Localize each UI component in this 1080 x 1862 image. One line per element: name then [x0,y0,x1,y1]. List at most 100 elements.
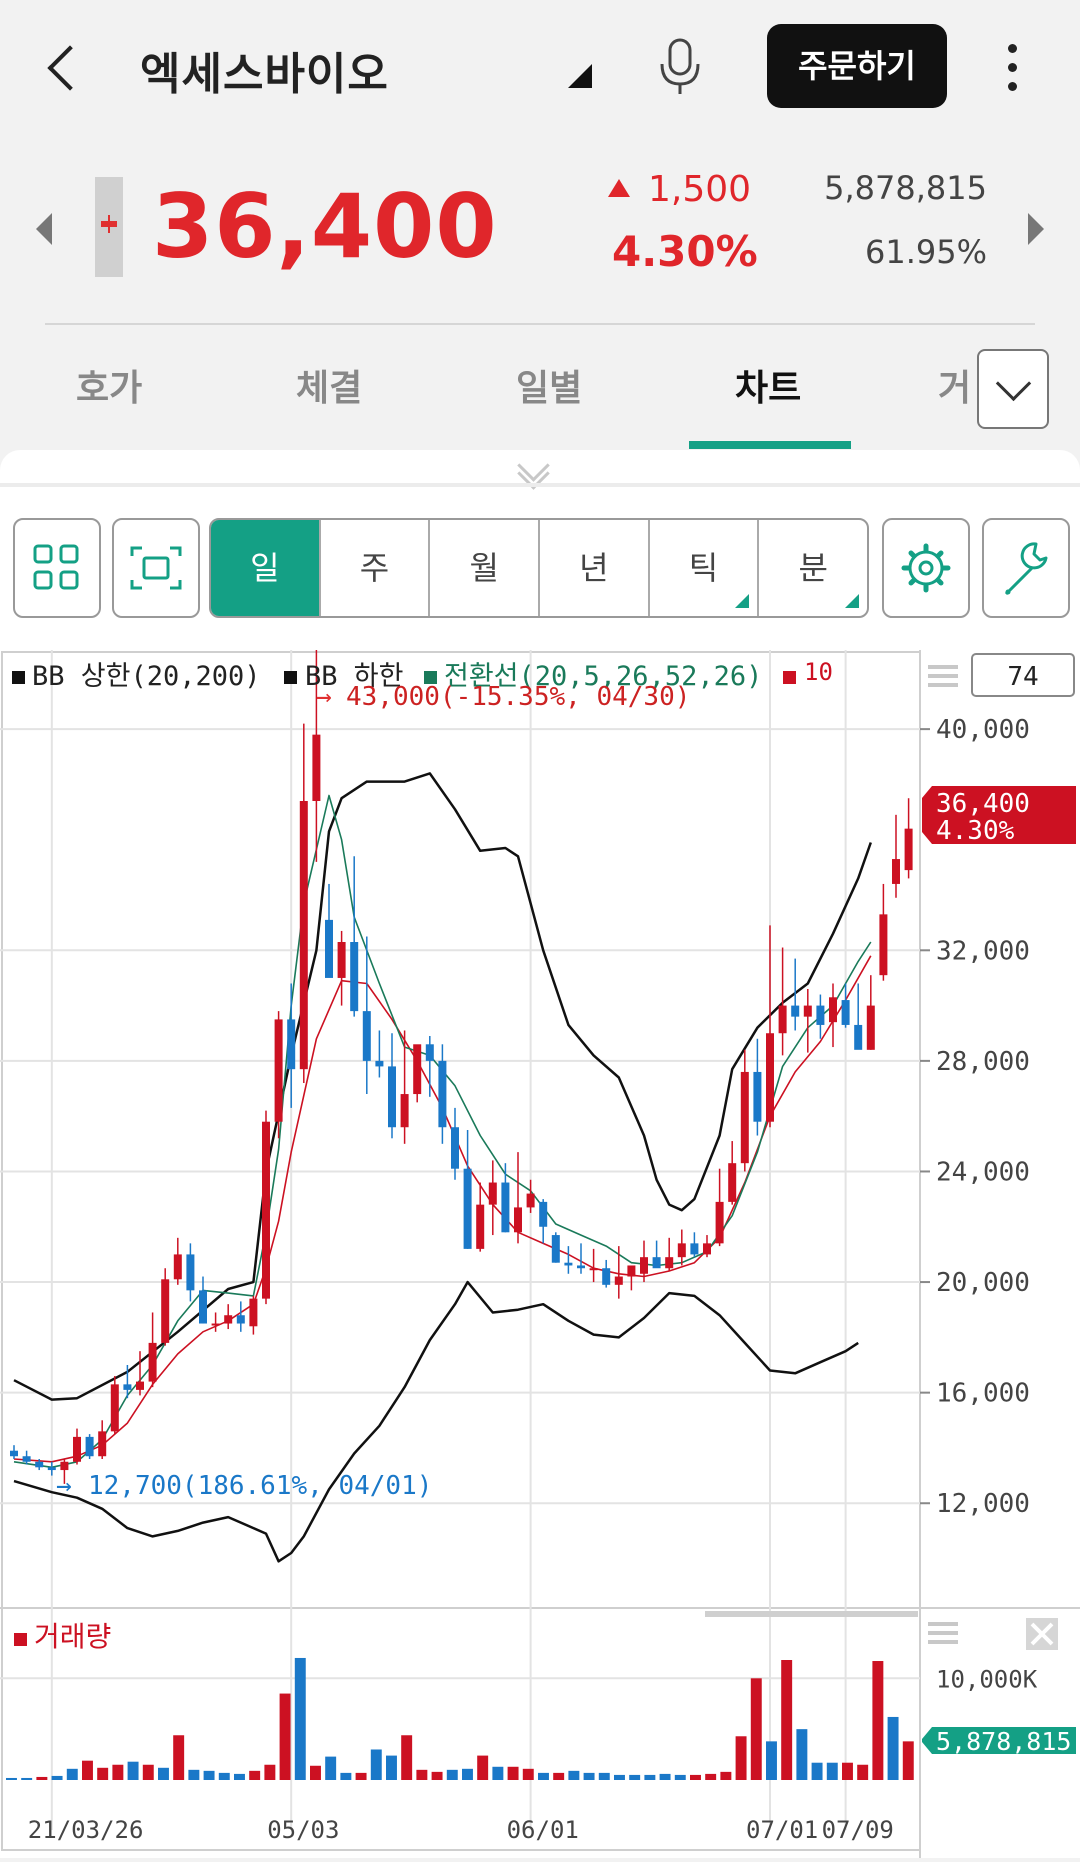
candle-body [551,1235,560,1263]
volume-bar [750,1678,762,1780]
candle-body [287,1019,296,1070]
y-tick-label: 28,000 [936,1047,1030,1077]
divider [0,483,1080,487]
current-volume-marker [922,1727,1076,1754]
volume-menu-icon[interactable] [928,1622,958,1644]
period-selector: 일 주 월 년 틱 분 [209,518,869,618]
period-week[interactable]: 주 [321,520,431,616]
legend-bb-upper: BB 상한(20,200) [32,661,261,692]
volume-bar [766,1741,777,1780]
tab-more-partial[interactable]: 거 [938,368,972,409]
period-day[interactable]: 일 [211,520,321,616]
volume-bar [36,1776,48,1780]
volume-bar [902,1741,914,1780]
candle-body [665,1257,674,1269]
more-menu-icon[interactable] [1005,44,1019,94]
candle-body [803,1005,812,1017]
volume-bar [249,1770,261,1780]
tab-chart[interactable]: 차트 [735,368,802,409]
stock-dropdown-icon[interactable] [568,64,592,88]
period-year[interactable]: 년 [540,520,650,616]
volume-bar [872,1661,884,1780]
quote-summary: 36,400 1,500 4.30% 5,878,815 61.95% [0,135,1080,335]
next-stock-arrow-icon[interactable] [1028,213,1044,245]
volume-bar [234,1773,245,1780]
candle-body [463,1168,472,1249]
panel-drag-handle-icon[interactable] [510,460,554,484]
x-tick-label: 21/03/26 [28,1816,144,1844]
candle-body [123,1384,132,1390]
candle-body [262,1121,270,1299]
microphone-icon[interactable] [655,36,705,98]
volume-bar [735,1736,747,1780]
candlestick-chart[interactable]: 10,000K 21/03/26 05/03 06/01 07/01 07/09 40,… [0,646,1080,1858]
candle-body [451,1127,459,1169]
candle-body [526,1193,535,1208]
chart-menu-icon[interactable] [928,665,958,687]
volume-bar [112,1764,124,1780]
current-change-axis-label: 4.30% [936,816,1015,846]
price-change-percent: 4.30% [612,227,758,276]
mini-candle-icon [95,177,123,277]
candle-body [350,942,359,1012]
bollinger-upper-line [13,772,872,1401]
x-tick-label: 05/03 [267,1816,339,1844]
fullscreen-button[interactable] [112,518,200,618]
period-tick[interactable]: 틱 [650,520,760,616]
tab-expand-button[interactable] [977,349,1049,429]
x-tick-label: 07/01 [746,1816,818,1844]
candle-body [110,1384,119,1432]
fullscreen-icon [130,546,182,590]
candle-body [186,1254,195,1291]
candle-body [791,1005,800,1017]
volume-bar [188,1769,200,1780]
chart-tools-button[interactable] [982,518,1070,618]
bollinger-lower-line [13,1280,859,1563]
volume-bar [21,1777,33,1780]
period-month[interactable]: 월 [430,520,541,616]
volume-bar [6,1777,17,1780]
chart-settings-button[interactable] [882,518,970,618]
tab-trades[interactable]: 체결 [296,368,363,409]
app-header: 엑세스바이오 주문하기 [0,0,1080,135]
candle-body [514,1207,522,1233]
volume-bar [97,1767,109,1780]
volume-bar [218,1772,230,1780]
volume-bar [355,1772,367,1780]
volume-bar [598,1772,610,1780]
volume-bar [826,1762,838,1780]
pane-splitter[interactable] [705,1611,918,1617]
volume-bar [127,1761,139,1780]
volume-bar [462,1768,473,1780]
current-price-axis-label: 36,400 [936,789,1030,819]
candle-body [148,1342,157,1382]
divider [45,323,1035,325]
layout-grid-button[interactable] [13,518,101,618]
candle-body [892,859,900,884]
visible-count-box[interactable] [971,653,1075,697]
submenu-corner-icon [845,594,860,608]
back-button[interactable] [40,38,84,98]
volume-bar [386,1755,397,1780]
active-tab-indicator [689,441,851,449]
close-pane-icon[interactable] [1026,1618,1058,1650]
candle-body [740,1071,749,1164]
candle-body [98,1431,107,1457]
tab-orderbook[interactable]: 호가 [76,368,143,409]
previous-stock-arrow-icon[interactable] [36,213,52,245]
volume-bar [173,1735,185,1780]
tab-daily[interactable]: 일별 [516,368,583,409]
volume-bar [857,1764,869,1780]
order-button[interactable]: 주문하기 [767,24,947,108]
candle-body [236,1315,245,1324]
candle-body [728,1163,737,1202]
candle-body [161,1279,170,1343]
y-tick-label: 20,000 [936,1268,1030,1298]
candle-body [60,1461,69,1471]
volume-bar [614,1774,625,1780]
price-chart-area[interactable]: 10,000K 21/03/26 05/03 06/01 07/01 07/09 40,… [0,646,1080,1858]
period-minute[interactable]: 분 [759,520,867,616]
stock-name[interactable]: 엑세스바이오 [140,49,389,100]
candle-body [677,1243,686,1258]
candle-body [816,1005,825,1025]
